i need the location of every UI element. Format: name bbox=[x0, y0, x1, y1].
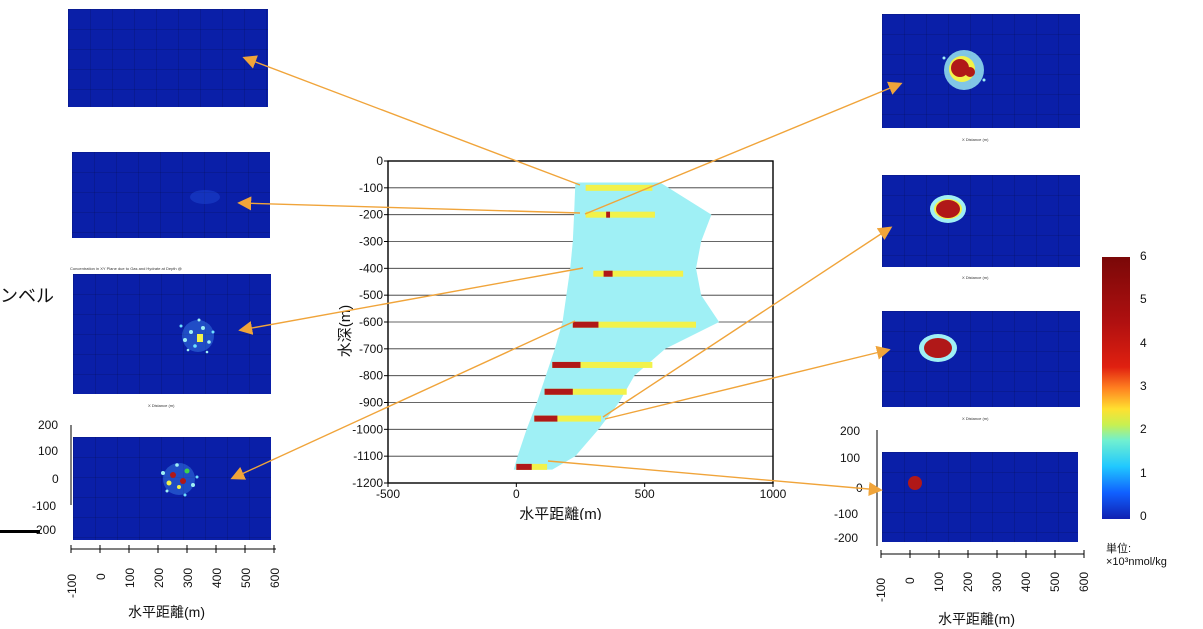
y-tick-label: -1100 bbox=[353, 449, 383, 463]
xy-panel-right-2 bbox=[882, 175, 1080, 267]
left-4-xtick: 500 bbox=[239, 567, 253, 588]
y-tick-label: 0 bbox=[376, 154, 383, 168]
plume-spots-left-4 bbox=[161, 463, 199, 497]
left-4-xtick: 200 bbox=[152, 567, 166, 588]
x-tick-label: 1000 bbox=[760, 487, 787, 501]
side-label: ンベル bbox=[0, 286, 54, 306]
right-2-xlabel: X Distance (m) bbox=[962, 275, 989, 280]
plume-spots-right-3 bbox=[919, 334, 957, 362]
right-4-ytick: 200 bbox=[840, 424, 861, 438]
right-4-ytick: 0 bbox=[856, 481, 863, 495]
left-4-xtick: 0 bbox=[94, 573, 108, 580]
panel3-xlabel: X Distance (m) bbox=[148, 403, 175, 408]
left-4-axes bbox=[70, 425, 72, 505]
colorbar-tick-label: 3 bbox=[1140, 379, 1147, 393]
right-4-xtick: 100 bbox=[932, 571, 946, 592]
right-4-xlabel: 水平距離(m) bbox=[938, 611, 1015, 627]
right-4-xtick: -100 bbox=[874, 577, 888, 602]
left-4-xtick: 400 bbox=[210, 567, 224, 588]
y-axis-title: 水深(m) bbox=[337, 305, 354, 358]
left-4-xlabel: 水平距離(m) bbox=[128, 604, 205, 620]
x-tick-label: 0 bbox=[513, 487, 520, 501]
left-4-xtick: 600 bbox=[268, 567, 282, 588]
right-1-xlabel: X Distance (m) bbox=[962, 137, 989, 142]
depth-band-core-4 bbox=[552, 361, 581, 368]
depth-band-core-3 bbox=[572, 321, 599, 328]
right-4-xtick: 0 bbox=[903, 577, 917, 584]
depth-band-core-7 bbox=[516, 463, 532, 470]
colorbar-tick-label: 4 bbox=[1140, 335, 1147, 350]
left-4-xtick: 100 bbox=[123, 567, 137, 588]
right-4-xtick: 200 bbox=[961, 571, 975, 592]
left-4-xtick: -100 bbox=[65, 573, 79, 598]
x-axis-title: 水平距離(m) bbox=[519, 505, 602, 520]
depth-band-core-2 bbox=[603, 270, 613, 277]
unit-label: 単位: bbox=[1106, 543, 1132, 555]
depth-band-core-6 bbox=[534, 415, 558, 422]
y-tick-label: -900 bbox=[359, 396, 383, 410]
xy-panel-right-4 bbox=[882, 452, 1078, 542]
x-tick-label: 500 bbox=[635, 487, 655, 501]
left-4-ytick: 200 bbox=[38, 418, 59, 432]
y-tick-label: -300 bbox=[359, 235, 383, 249]
colorbar-tick-label: 5 bbox=[1140, 292, 1147, 307]
y-tick-label: -400 bbox=[359, 261, 383, 275]
xy-panel-right-3 bbox=[882, 311, 1080, 407]
right-4-ytick: 100 bbox=[840, 451, 861, 465]
depth-profile-chart: 0 -100 -200 -300 -400 -500 -600 -700 -800 -900 -10… bbox=[337, 154, 787, 520]
right-3-xlabel: X Distance (m) bbox=[962, 416, 989, 421]
y-tick-label: -600 bbox=[359, 315, 383, 329]
depth-band-5 bbox=[544, 388, 627, 395]
side-bar bbox=[0, 530, 40, 533]
left-4-xaxis bbox=[70, 545, 276, 553]
plume-spots-left-3 bbox=[179, 318, 215, 354]
left-4-ytick: -200 bbox=[32, 523, 57, 537]
left-4-ytick: 100 bbox=[38, 444, 59, 458]
xy-panel-right-1 bbox=[882, 14, 1080, 128]
colorbar-tick-label: 6 bbox=[1140, 249, 1147, 263]
xy-panel-left-1 bbox=[68, 9, 268, 107]
depth-band-0 bbox=[585, 184, 653, 191]
x-tick-label: -500 bbox=[376, 487, 400, 501]
right-4-ytick: -200 bbox=[834, 531, 859, 545]
plume-spots-right-1 bbox=[942, 50, 986, 90]
right-4-ytick: -100 bbox=[834, 507, 859, 521]
colorbar-tick-label: 0 bbox=[1140, 509, 1147, 523]
right-4-xtick: 600 bbox=[1077, 571, 1091, 592]
plume-spot-right-4 bbox=[908, 476, 922, 490]
right-4-xtick: 400 bbox=[1019, 571, 1033, 592]
y-tick-label: -200 bbox=[359, 208, 383, 222]
depth-band-4 bbox=[552, 361, 653, 368]
colorbar-tick-label: 2 bbox=[1140, 422, 1147, 437]
panel3-title: Concentration in XY Plane due to Gas and… bbox=[70, 266, 182, 271]
y-tick-label: -700 bbox=[359, 342, 383, 356]
xy-panel-left-2 bbox=[72, 152, 270, 238]
y-tick-label: -500 bbox=[359, 288, 383, 302]
plume-spots-right-2 bbox=[930, 195, 966, 223]
right-4-xaxis bbox=[880, 550, 1085, 558]
y-tick-label: -800 bbox=[359, 369, 383, 383]
unit-label: ×10³nmol/kg bbox=[1106, 556, 1167, 568]
xy-panel-left-4 bbox=[73, 437, 271, 540]
depth-band-core-5 bbox=[544, 388, 573, 395]
left-4-ytick: -100 bbox=[32, 499, 57, 513]
left-4-ytick: 0 bbox=[52, 472, 59, 486]
left-4-xtick: 300 bbox=[181, 567, 195, 588]
depth-band-core-1 bbox=[606, 211, 611, 218]
depth-band-1 bbox=[585, 211, 655, 218]
y-tick-label: -1000 bbox=[352, 422, 383, 436]
colorbar-tick-label: 1 bbox=[1140, 465, 1147, 480]
right-4-yaxis bbox=[876, 430, 878, 546]
y-tick-label: -100 bbox=[359, 181, 383, 195]
right-4-xtick: 300 bbox=[990, 571, 1004, 592]
colorbar bbox=[1102, 257, 1130, 519]
xy-panel-left-3 bbox=[73, 274, 271, 394]
y-tick-label: -1200 bbox=[352, 476, 383, 490]
right-4-xtick: 500 bbox=[1048, 571, 1062, 592]
